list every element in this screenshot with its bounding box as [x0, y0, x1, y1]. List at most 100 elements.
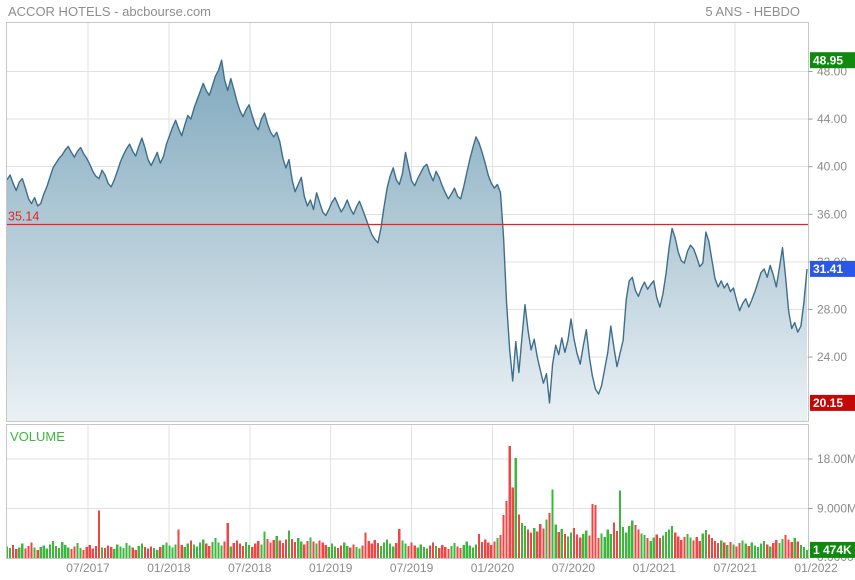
volume-bar [484, 539, 487, 558]
volume-bar [401, 540, 404, 558]
volume-bar [195, 546, 199, 559]
volume-bar [91, 548, 94, 558]
volume-bar [122, 548, 125, 558]
volume-bar [54, 545, 58, 558]
volume-bar [778, 543, 781, 558]
volume-bar [677, 536, 680, 558]
volume-last-badge-bg [810, 541, 855, 558]
volume-bar [15, 549, 18, 558]
volume-bar [61, 542, 64, 558]
volume-bar [735, 546, 738, 559]
volume-bar [199, 542, 202, 558]
volume-bar [481, 542, 484, 558]
volume-bar [459, 548, 462, 558]
volume-bar [248, 544, 251, 558]
date-label: 01/2021 [633, 561, 677, 575]
volume-bar [769, 546, 772, 559]
volume-bar [569, 532, 573, 558]
volume-bar [766, 544, 769, 559]
volume-bar [560, 528, 563, 558]
volume-pane-title: VOLUME [10, 429, 65, 444]
volume-bar [444, 547, 447, 558]
volume-bar [131, 547, 134, 558]
volume-bar [695, 537, 698, 558]
volume-bar [407, 545, 410, 558]
volume-bar [24, 548, 27, 558]
volume-bar [340, 545, 343, 558]
volume-bar [741, 540, 744, 558]
volume-bar [364, 532, 367, 558]
volume-bar [591, 504, 594, 558]
volume-bar [432, 542, 435, 558]
volume-bar [646, 538, 649, 558]
volume-bar [594, 505, 597, 558]
volume-bar [572, 527, 576, 559]
volume-bar [637, 529, 640, 558]
volume-bar [110, 547, 113, 558]
volume-bar [609, 533, 612, 558]
volume-bar [220, 545, 223, 558]
volume-bar [358, 548, 361, 558]
volume-bar [551, 489, 554, 559]
volume-bar [395, 543, 398, 558]
price-axis-label: 24.00 [817, 350, 847, 364]
volume-bar [474, 544, 478, 559]
price-last-badge: 31.41 [810, 260, 855, 277]
volume-bar [622, 527, 625, 558]
volume-bar [631, 520, 634, 558]
volume-bar [692, 540, 695, 558]
volume-bar [137, 545, 140, 558]
alert-line[interactable]: 35.14 [6, 210, 809, 226]
volume-bar [303, 544, 306, 559]
volume-bar [119, 546, 122, 559]
volume-bar [232, 543, 235, 558]
volume-bar [100, 547, 104, 558]
volume-bar [658, 538, 661, 558]
volume-bar [606, 529, 609, 558]
volume-bar [680, 539, 683, 558]
volume-bar [514, 457, 517, 558]
volume-bar [260, 544, 263, 559]
volume-bar [9, 548, 12, 558]
volume-bar [241, 545, 245, 558]
volume-bar [116, 544, 119, 559]
volume-bar [717, 543, 720, 558]
volume-bar [419, 544, 422, 559]
volume-bar [723, 542, 726, 558]
volume-bar [404, 543, 407, 558]
volume-bar [683, 537, 686, 558]
volume-bar [652, 537, 655, 558]
volume-bar [802, 547, 805, 558]
price-pane-border [6, 22, 809, 422]
volume-bar [73, 546, 76, 559]
volume-bar [349, 547, 352, 558]
volume-bar [698, 541, 701, 559]
volume-bar [327, 547, 330, 558]
date-label: 01/2019 [309, 561, 353, 575]
volume-bar [42, 545, 45, 558]
volume-bar [603, 537, 606, 558]
volume-bar [85, 547, 88, 558]
volume-bar [686, 533, 689, 558]
volume-bar [165, 542, 168, 558]
date-label: 07/2020 [552, 561, 596, 575]
volume-bar [465, 541, 468, 558]
volume-bar [162, 544, 165, 558]
volume-bar [527, 529, 530, 558]
volume-bar [422, 547, 425, 558]
volume-bar [39, 547, 42, 558]
volume-bar [738, 543, 741, 558]
volume-bar [456, 546, 459, 559]
volume-bar [229, 546, 232, 559]
volume-bar [618, 490, 622, 559]
volume-bar [438, 548, 441, 558]
volume-bar [88, 544, 91, 558]
volume-bar [309, 537, 312, 558]
volume-bar [208, 545, 211, 558]
volume-bar [763, 541, 766, 559]
price-low-badge: 20.15 [810, 394, 855, 411]
volume-bar [251, 547, 254, 558]
volume-axis-label: 18.00M [817, 452, 855, 466]
volume-bar [275, 536, 278, 558]
